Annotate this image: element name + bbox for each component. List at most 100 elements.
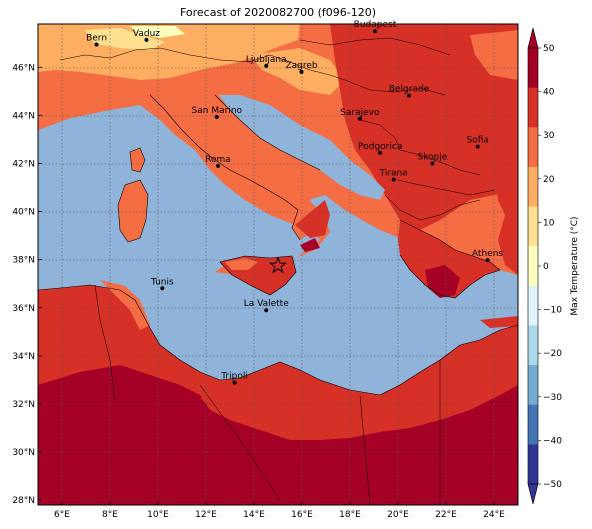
city-label: Zagreb [285,61,317,71]
colorbar-segment [528,48,538,89]
city-dot [160,286,165,291]
turkey-coast [495,178,518,275]
city-label: Athens [472,249,503,259]
country-borders [59,37,496,505]
tunisia-coast-region [100,280,150,330]
adriatic-sea [215,95,385,200]
colorbar-tick-label: 20 [543,175,555,185]
calabria-hot-region [295,200,330,238]
x-tick-label: 8°E [102,510,118,520]
x-tick-label: 14°E [243,510,265,520]
colorbar-tick-label: 0 [543,262,549,272]
colorbar-segment [528,166,538,208]
city-dot [214,114,219,119]
colorbar-tick-label: −50 [543,480,562,490]
city-label: San Marino [192,106,243,116]
y-axis-ticks: 46°N 44°N 42°N 40°N 38°N 36°N 34°N 32°N 30°N 28°N [12,63,42,506]
y-tick-label: 30°N [12,448,35,458]
croatia-cool-region [250,48,345,95]
city-dot [264,63,269,68]
map-frame [37,23,519,506]
city-dot [144,37,149,42]
y-tick-label: 46°N [12,63,35,73]
city-label: Tripoli [220,372,248,382]
city-dot [357,116,362,121]
city-label: Tunis [150,277,174,287]
coastlines [38,94,518,396]
city-label: Belgrade [389,85,430,95]
city-label: Budapest [354,20,397,30]
city-label: La Valette [244,299,289,309]
y-tick-label: 36°N [12,304,35,314]
city-label: Roma [205,155,231,165]
city-label: Bern [86,33,107,43]
colorbar-tick-label: 10 [543,218,555,228]
highlight-star-marker [269,256,287,274]
calabria-hottest-region [300,238,320,252]
x-tick-label: 20°E [387,510,409,520]
city-dot [299,69,304,74]
colorbar-segment [528,325,538,366]
city-label: Podgorica [358,142,402,152]
balkans-hot-region [330,24,518,230]
map-gridlines [38,24,518,505]
city-label: Sofia [466,136,488,146]
city-dot [391,177,396,182]
city-label: Vaduz [133,29,160,39]
x-tick-label: 10°E [147,510,169,520]
colorbar-segment [528,127,538,168]
colorbar-tick-label: −30 [543,393,562,403]
crete [480,316,518,328]
greece [398,220,500,298]
city-label: Skopje [417,152,447,162]
city-dot [407,93,412,98]
y-tick-label: 28°N [12,496,35,506]
x-tick-label: 12°E [195,510,217,520]
colorbar-bottom-extend [527,483,539,505]
colorbar-segment [528,87,538,128]
italy-peninsula [150,72,330,240]
city-dot [232,380,237,385]
city-dot [430,161,435,166]
y-tick-label: 44°N [12,111,35,121]
x-axis-ticks: 6°E 8°E 10°E 12°E 14°E 16°E 18°E 20°E 22°E 24°E [54,501,505,520]
city-label: Sarajevo [340,108,380,118]
city-label: Tirana [379,169,408,179]
colorbar-tick-label: −20 [543,349,562,359]
colorbar-segment [528,404,538,445]
sirte-region [305,415,355,438]
city-dot [485,258,490,263]
east-warm-region [470,30,518,80]
y-tick-label: 38°N [12,256,35,266]
map-title: Forecast of 2020082700 (f096-120) [179,6,377,19]
corsica [130,148,145,172]
y-tick-label: 40°N [12,208,35,218]
city-dot [372,29,377,34]
city-dot [94,42,99,47]
colorbar-segment [528,206,538,247]
colorbar-tick-label: −40 [543,436,562,446]
city-dot [475,144,480,149]
colorbar: 50 40 30 20 10 0 −10 −20 −30 −40 −50 Max Temperatur… [527,27,580,505]
colorbar-tick-label: 30 [543,131,555,141]
sardinia [118,180,148,242]
alps-peak-region [130,26,185,38]
colorbar-tick-label: 50 [543,44,555,54]
colorbar-tick-label: −10 [543,306,562,316]
colorbar-segment [528,246,538,287]
y-tick-label: 34°N [12,352,35,362]
colorbar-top-extend [527,27,539,49]
alps-coldest-region [85,28,165,50]
colorbar-segment [528,285,538,326]
sicily-west-region [225,258,258,270]
x-tick-label: 18°E [339,510,361,520]
x-tick-label: 6°E [54,510,70,520]
city-dot [378,150,383,155]
atlas-region [60,298,140,335]
colorbar-tick-label: 40 [543,88,555,98]
city-dot [216,163,220,168]
colorbar-segment [528,365,538,406]
city-dot [264,308,269,313]
